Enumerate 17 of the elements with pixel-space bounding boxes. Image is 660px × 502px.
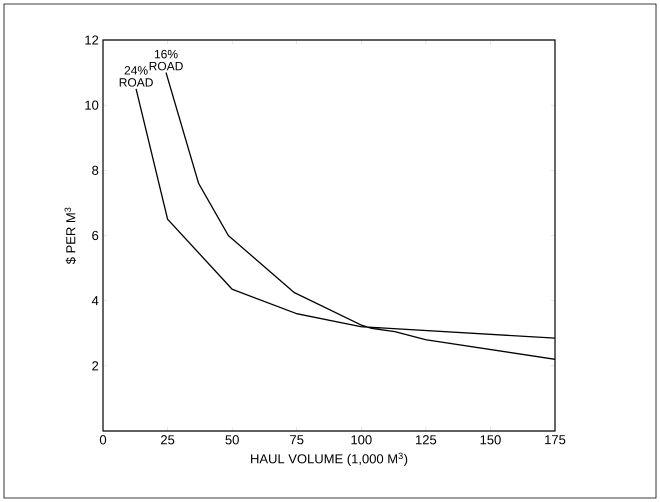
x-tick-label: 150 [480,435,501,444]
y-axis-title: $ PER M$^{3}$ [64,208,76,264]
x-tick-label: 25 [161,435,174,444]
x-tick-label: 100 [351,435,372,444]
x-tick-label: 125 [416,435,436,444]
y-tick-label: 6 [92,230,98,240]
x-tick-label: 75 [290,435,304,444]
x-axis-title: HAUL VOLUME (1,000 M$^{3}$) [251,452,408,466]
series-label: 16% ROAD [150,50,183,70]
y-tick-label: 2 [92,361,98,370]
y-tick-label: 4 [92,296,98,306]
y-tick-label: 8 [92,166,98,175]
x-tick-label: 175 [545,435,566,444]
y-tick-label: 12 [85,35,98,45]
x-tick-label: 0 [100,435,106,444]
x-tick-label: 50 [225,435,239,444]
y-tick-label: 10 [85,100,98,110]
